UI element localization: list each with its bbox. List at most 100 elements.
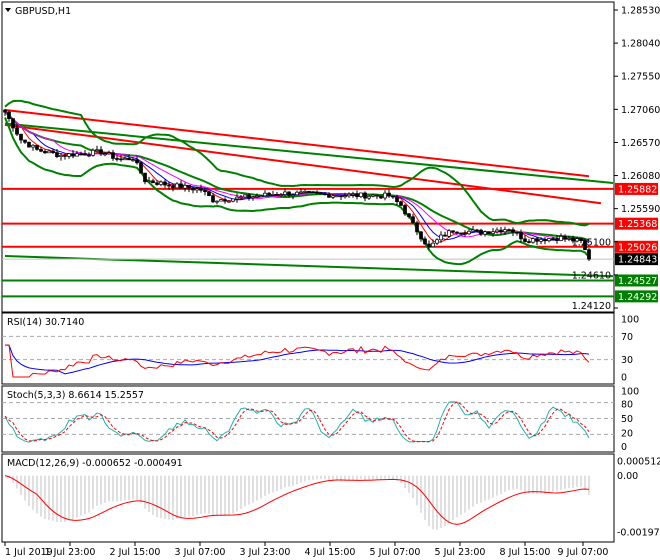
rsi-axis-label: 30 <box>621 355 633 366</box>
candle-body <box>563 235 567 240</box>
candle-body <box>331 195 335 198</box>
stoch-title: Stoch(5,3,3) 8.6614 15.2557 <box>7 390 144 401</box>
candle-body <box>435 239 439 244</box>
candle-body <box>71 153 75 157</box>
rsi-axis-label: 0 <box>621 373 627 384</box>
symbol-title: GBPUSD,H1 <box>15 6 71 17</box>
candle-body <box>539 239 543 242</box>
price-tick-label: 1.24610 <box>572 270 611 281</box>
candle-body <box>95 149 99 152</box>
candle-body <box>327 193 331 198</box>
candle-body <box>39 149 43 152</box>
candle-body <box>423 238 427 245</box>
candle-body <box>23 139 27 143</box>
candle-body <box>31 144 35 148</box>
candle-body <box>55 152 59 158</box>
candle-body <box>251 196 255 199</box>
main-pane[interactable] <box>1 1 615 313</box>
candle-body <box>215 200 219 203</box>
price-tick-label: 1.26080 <box>621 171 660 182</box>
candle-body <box>347 193 351 197</box>
time-tick-label: 3 Jul 07:00 <box>175 547 226 558</box>
trend-line <box>4 123 602 205</box>
candle-body <box>239 196 243 199</box>
candle-body <box>547 238 551 242</box>
rsi-axis-label: 70 <box>621 332 633 343</box>
rsi-axis-label: 100 <box>621 315 639 326</box>
candle-body <box>247 194 251 199</box>
candle-body <box>475 229 479 232</box>
time-tick-label: 8 Jul 15:00 <box>500 547 551 558</box>
candle-body <box>191 187 195 191</box>
candle-body <box>575 238 579 242</box>
candle-body <box>75 153 79 157</box>
candle-body <box>143 172 147 183</box>
candle-body <box>279 194 283 196</box>
candle-body <box>211 195 215 203</box>
candle-body <box>459 232 463 235</box>
price-tick-label: 1.28040 <box>621 39 660 50</box>
candle-body <box>427 243 431 248</box>
candle-body <box>63 154 67 157</box>
collapse-triangle-icon[interactable] <box>5 8 11 12</box>
candle-body <box>243 194 247 198</box>
trend-line <box>4 109 590 178</box>
candle-body <box>111 152 115 159</box>
candle-body <box>275 194 279 196</box>
macd-signal-line <box>4 475 590 525</box>
candle-body <box>531 238 535 243</box>
candle-body <box>107 152 111 155</box>
candle-body <box>311 191 315 194</box>
candle-body <box>259 195 263 198</box>
candle-body <box>419 231 423 240</box>
time-tick-label: 4 Jul 15:00 <box>305 547 356 558</box>
candle-body <box>207 191 211 197</box>
candle-body <box>139 162 143 174</box>
candle-body <box>283 191 287 195</box>
candle-body <box>387 192 391 197</box>
time-tick-label: 9 Jul 07:00 <box>558 547 609 558</box>
candle-body <box>163 181 167 186</box>
time-tick-label: 5 Jul 23:00 <box>435 547 486 558</box>
candle-body <box>471 229 475 232</box>
price-tick-label: 1.25100 <box>572 237 611 248</box>
candle-body <box>131 159 135 162</box>
candle-body <box>303 191 307 193</box>
candle-body <box>339 195 343 198</box>
candle-body <box>155 182 159 185</box>
stoch-axis-label: 80 <box>621 400 633 411</box>
candle-body <box>231 198 235 202</box>
candle-body <box>307 191 311 193</box>
candle-body <box>159 181 163 185</box>
candle-body <box>51 150 55 153</box>
candle-body <box>127 158 131 161</box>
price-level-tag-label: 1.25882 <box>618 184 657 195</box>
candle-body <box>443 234 447 237</box>
candle-body <box>103 153 107 156</box>
candle-body <box>87 154 91 157</box>
candle-body <box>447 230 451 237</box>
price-level-tag <box>615 240 658 253</box>
candle-body <box>355 193 359 197</box>
candle-body <box>187 184 191 189</box>
candle-body <box>15 127 19 135</box>
candle-body <box>551 238 555 240</box>
candle-body <box>399 201 403 206</box>
price-tick-label: 1.27060 <box>621 105 660 116</box>
candle-body <box>439 234 443 241</box>
candle-body <box>343 195 347 198</box>
candle-body <box>223 199 227 202</box>
rsi-pane[interactable] <box>1 312 615 385</box>
candle-body <box>515 231 519 234</box>
time-tick-label: 5 Jul 07:00 <box>370 547 421 558</box>
time-tick-label: 1 Jul 23:00 <box>45 547 96 558</box>
macd-pane[interactable] <box>1 453 615 543</box>
price-tick-label: 1.25590 <box>621 204 660 215</box>
candle-body <box>359 192 363 197</box>
candle-body <box>319 192 323 195</box>
candle-body <box>379 195 383 199</box>
candle-body <box>67 153 71 157</box>
candle-body <box>123 158 127 161</box>
